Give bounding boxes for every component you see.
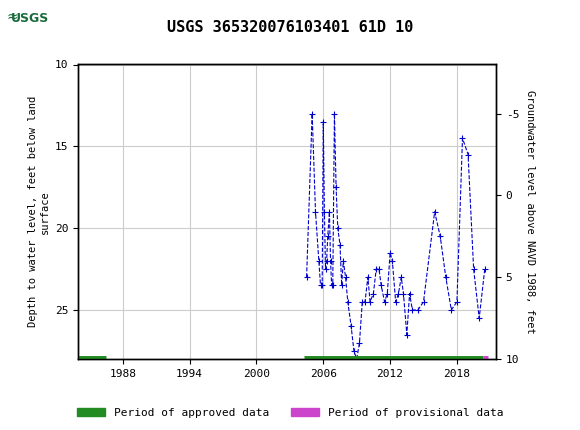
Text: USGS 365320076103401 61D 10: USGS 365320076103401 61D 10 [167,21,413,35]
Text: USGS: USGS [11,12,49,25]
Legend: Period of approved data, Period of provisional data: Period of approved data, Period of provi… [72,403,508,422]
Bar [3,3,58,35]
Y-axis label: Groundwater level above NAVD 1988, feet: Groundwater level above NAVD 1988, feet [525,90,535,334]
Y-axis label: Depth to water level, feet below land
surface: Depth to water level, feet below land su… [28,96,49,327]
Text: ≈: ≈ [7,10,19,24]
